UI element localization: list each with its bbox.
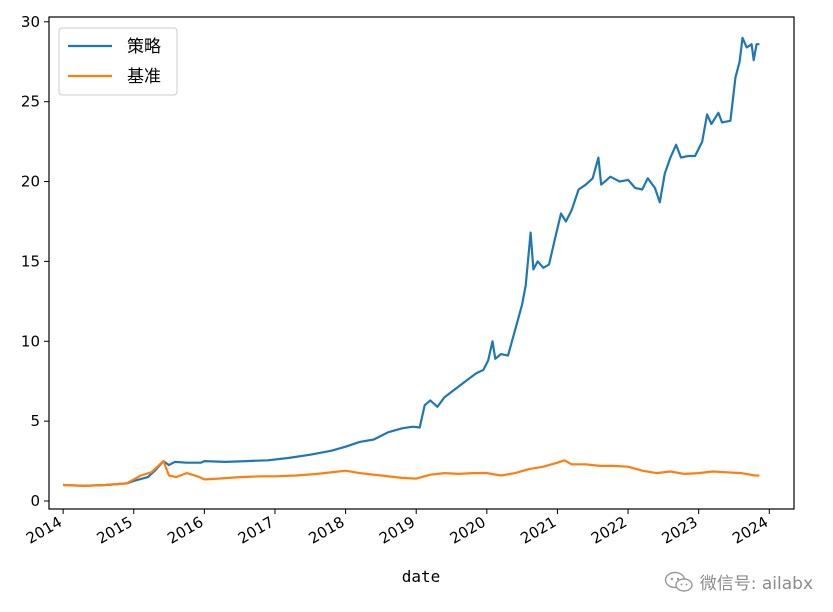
x-tick-label: 2021 [517,513,559,548]
x-tick-label: 2020 [447,513,489,548]
legend: 策略 基准 [58,27,178,96]
wechat-icon [664,571,693,592]
y-tick-label: 10 [21,332,40,350]
legend-label-benchmark: 基准 [127,67,161,87]
watermark-text: 微信号: ailabx [699,574,813,594]
series-line-strategy [63,36,760,487]
x-tick-label: 2015 [94,513,136,548]
x-tick-label: 2022 [588,513,630,548]
y-tick-label: 15 [21,252,40,270]
x-tick-label: 2017 [235,513,277,548]
x-tick-label: 2024 [729,513,771,548]
x-tick-label: 2014 [23,513,65,548]
x-tick-label: 2016 [164,513,206,548]
y-tick-label: 5 [30,412,40,430]
series-layer [63,36,760,487]
y-tick-label: 0 [30,492,40,510]
y-axis: 0 5 10 15 20 25 30 [21,13,49,510]
series-line-benchmark [63,459,760,487]
y-tick-label: 30 [21,13,40,31]
x-axis-title: date [402,567,441,586]
y-tick-label: 20 [21,173,40,191]
x-tick-label: 2018 [306,513,348,548]
x-tick-label: 2019 [376,513,418,548]
plot-frame [48,16,795,510]
legend-box [58,27,178,96]
watermark: 微信号: ailabx [664,569,813,594]
x-axis: 2014 2015 2016 2017 2018 2019 2020 2021 2022 2023… [23,509,771,548]
legend-label-strategy: 策略 [127,37,161,57]
x-tick-label: 2023 [659,513,701,548]
y-tick-label: 25 [21,93,40,111]
